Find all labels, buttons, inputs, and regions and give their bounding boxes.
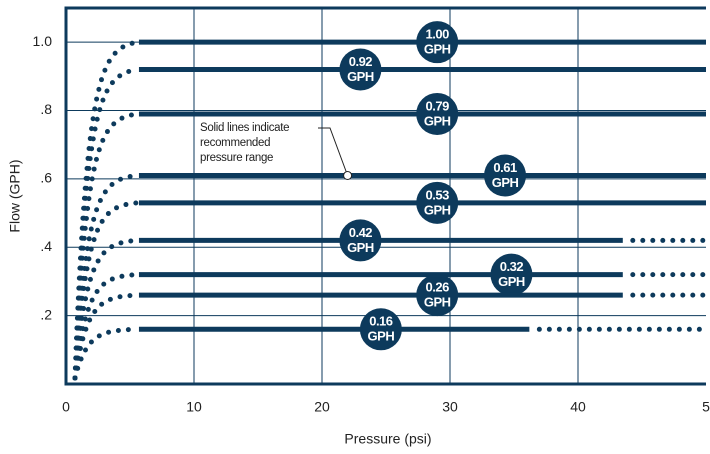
dotted-curve	[72, 67, 140, 381]
x-tick-label: 0	[62, 399, 70, 415]
y-tick-label: .8	[40, 101, 52, 117]
annotation-point	[343, 170, 353, 180]
badge	[339, 219, 382, 262]
dotted-curve	[72, 173, 140, 381]
annotation-text: Solid lines indicate	[200, 122, 289, 134]
annotation-text: pressure range	[200, 152, 273, 164]
badge	[416, 181, 459, 224]
badge	[416, 274, 459, 317]
x-tick-label: 20	[314, 399, 330, 415]
badge-unit: GPH	[347, 69, 374, 84]
y-tick-label: 1.0	[33, 33, 53, 49]
dotted-curve	[72, 272, 140, 381]
badge-unit: GPH	[492, 175, 519, 190]
badge-value: 0.16	[369, 314, 393, 329]
x-tick-label: 10	[186, 399, 202, 415]
badge-value: 0.26	[426, 280, 450, 295]
badge-value: 0.42	[349, 225, 373, 240]
x-axis-label: Pressure (psi)	[344, 431, 431, 447]
badge-value: 0.79	[426, 98, 450, 113]
badge	[484, 154, 527, 197]
dotted-curve	[72, 200, 140, 381]
dotted-curve	[72, 237, 140, 381]
badge-value: 0.53	[426, 187, 450, 202]
dotted-curve	[72, 326, 140, 381]
badge	[416, 92, 459, 135]
badge-unit: GPH	[424, 113, 451, 128]
y-tick-label: .4	[40, 238, 52, 254]
badge-value: 0.32	[500, 259, 524, 274]
badge	[359, 308, 402, 351]
y-tick-label: .2	[40, 306, 52, 322]
x-tick-label: 5	[702, 399, 710, 415]
badge	[339, 48, 382, 91]
badge-value: 0.61	[493, 160, 517, 175]
annotation-leader	[318, 127, 349, 176]
y-tick-label: .6	[40, 170, 52, 186]
badge-unit: GPH	[424, 42, 451, 57]
plot-frame	[64, 6, 706, 386]
annotation-bg	[196, 118, 310, 170]
x-tick-label: 30	[442, 399, 458, 415]
dotted-curve	[72, 292, 140, 381]
badge-unit: GPH	[368, 329, 395, 344]
badge-value: 1.00	[426, 27, 450, 42]
x-tick-label: 40	[570, 399, 586, 415]
badge-unit: GPH	[498, 274, 525, 289]
badge-unit: GPH	[424, 202, 451, 217]
badge	[416, 21, 459, 64]
badge-unit: GPH	[424, 295, 451, 310]
y-axis-label: Flow (GPH)	[7, 159, 23, 232]
badge-value: 0.92	[349, 54, 373, 69]
badge-unit: GPH	[347, 240, 374, 255]
dotted-curve	[72, 111, 140, 381]
annotation-text: recommended	[200, 137, 270, 149]
badge	[490, 253, 533, 296]
